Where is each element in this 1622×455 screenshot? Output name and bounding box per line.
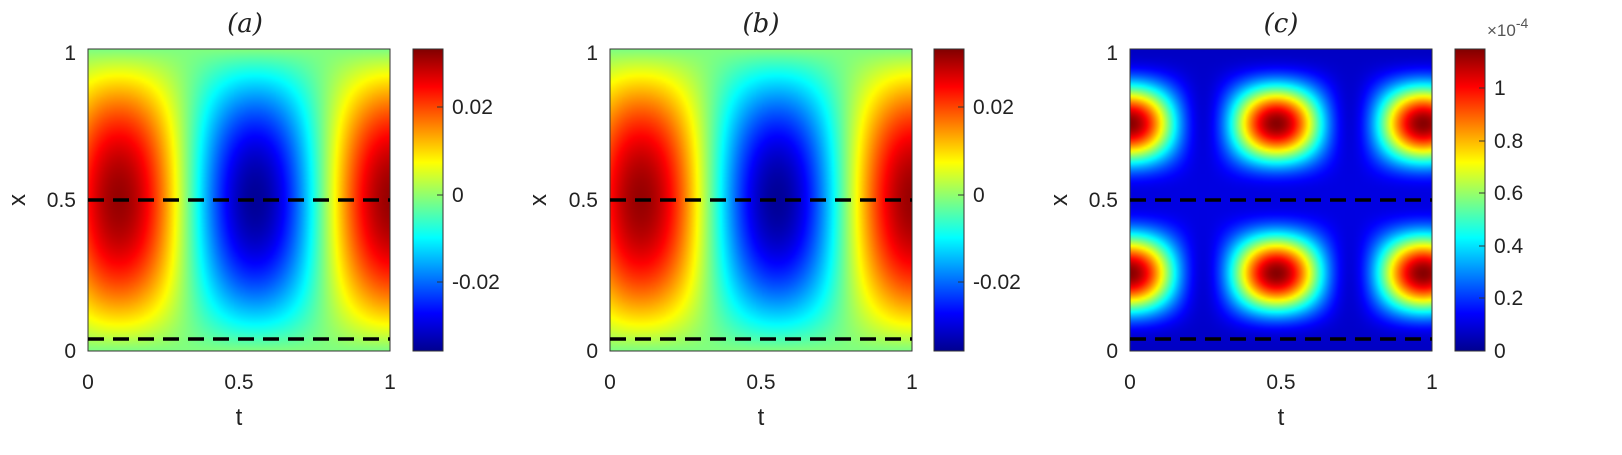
panel-b-ytick-label: 0 [586,340,598,363]
panel-b-ytick-label: 1 [586,42,598,65]
panel-a-ylabel: x [4,194,31,206]
panel-c-ytick-label: 1 [1106,42,1118,65]
panel-c-colorbar-tick-label: 0.4 [1494,235,1524,258]
panel-c-colorbar-tick-label: 0 [1494,340,1506,363]
panel-c-colorbar-tick-label: 1 [1494,77,1506,100]
panel-a-colorbar [412,48,444,352]
panel-b-colorbar-tick-label: -0.02 [973,271,1021,294]
panel-a: (a) 0 0.5 1 0 0.5 1 t x -0.02 0 0.02 [4,9,500,431]
panel-c-colorbar-tick-label: 0.8 [1494,130,1523,153]
panel-b-colorbar-tick-label: 0.02 [973,96,1014,119]
panel-c-colorbar-ticks: 0 0.2 0.4 0.6 0.8 1 [1479,77,1524,363]
panel-c-xlabel: t [1278,404,1285,431]
panel-a-colorbar-tick-label: 0.02 [452,96,493,119]
panel-b-xtick-label: 1 [906,371,918,394]
panel-c-colorbar-tick-label: 0.6 [1494,182,1523,205]
panel-b-ylabel: x [525,194,552,206]
panel-c-colorbar-tick-label: 0.2 [1494,287,1523,310]
panel-b-colorbar-tick-label: 0 [973,184,985,207]
panel-c-xtick-label: 0 [1124,371,1136,394]
panel-c-colorbar-multiplier-exponent: -4 [1516,15,1529,31]
panel-c-xtick-label: 0.5 [1266,371,1295,394]
panel-b: (b) 0 0.5 1 0 0.5 1 t x -0.02 0 0.02 [525,9,1021,431]
panel-b-colorbar [933,48,965,352]
panel-a-ytick-label: 0.5 [47,189,76,212]
panel-c-ylabel: x [1046,194,1073,206]
panel-c-colorbar [1454,48,1486,352]
panel-a-colorbar-tick-label: 0 [452,184,464,207]
panel-a-colorbar-ticks: -0.02 0 0.02 [437,96,500,294]
panel-a-xtick-label: 0.5 [224,371,253,394]
panel-c-ytick-label: 0 [1106,340,1118,363]
panel-a-ytick-label: 0 [64,340,76,363]
panel-a-xtick-label: 0 [82,371,94,394]
panel-a-xlabel: t [236,404,243,431]
panel-a-title: (a) [227,9,263,39]
panel-c-xtick-label: 1 [1426,371,1438,394]
panel-b-ytick-label: 0.5 [569,189,598,212]
panel-b-xtick-label: 0.5 [746,371,775,394]
panel-a-ytick-label: 1 [64,42,76,65]
panel-b-xlabel: t [758,404,765,431]
panel-c-colorbar-multiplier: ×10-4 [1487,15,1529,40]
panel-c-title: (c) [1264,9,1299,39]
panel-b-xtick-label: 0 [604,371,616,394]
panel-a-colorbar-tick-label: -0.02 [452,271,500,294]
panel-c-ytick-label: 0.5 [1089,189,1118,212]
panel-b-colorbar-ticks: -0.02 0 0.02 [958,96,1021,294]
panel-b-title: (b) [743,9,780,39]
panel-c: (c) 0 0.5 1 0 0.5 1 t x ×10-4 0 0.2 0.4 … [1046,9,1529,431]
panel-a-xtick-label: 1 [384,371,396,394]
panel-c-colorbar-multiplier-base: ×10 [1487,21,1516,40]
